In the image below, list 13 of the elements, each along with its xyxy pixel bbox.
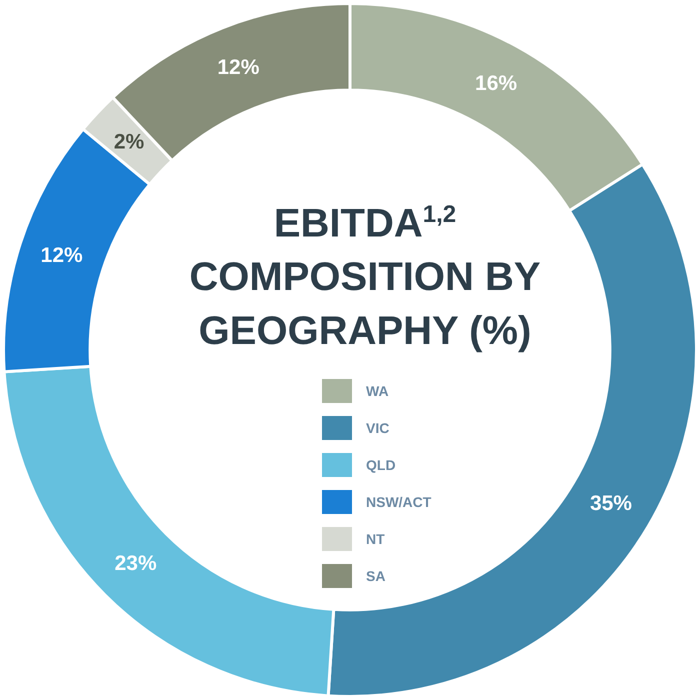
data-label: 16% — [475, 72, 518, 96]
data-label: 12% — [217, 56, 260, 79]
data-label: 35% — [590, 492, 632, 516]
legend-label: NT — [366, 530, 385, 546]
legend-label: WA — [366, 382, 389, 398]
data-label: 2% — [114, 130, 144, 154]
legend-label: VIC — [366, 420, 390, 436]
legend-label: QLD — [366, 456, 396, 472]
data-label: 12% — [40, 244, 83, 268]
legend-label: SA — [366, 568, 386, 584]
data-label: 23% — [114, 552, 157, 576]
text: EBITDA$^{1,2}$ COMPOSITION BY GEOGRAPHY (%) — [188, 200, 542, 356]
legend-label: NSW/ACT — [366, 494, 432, 510]
